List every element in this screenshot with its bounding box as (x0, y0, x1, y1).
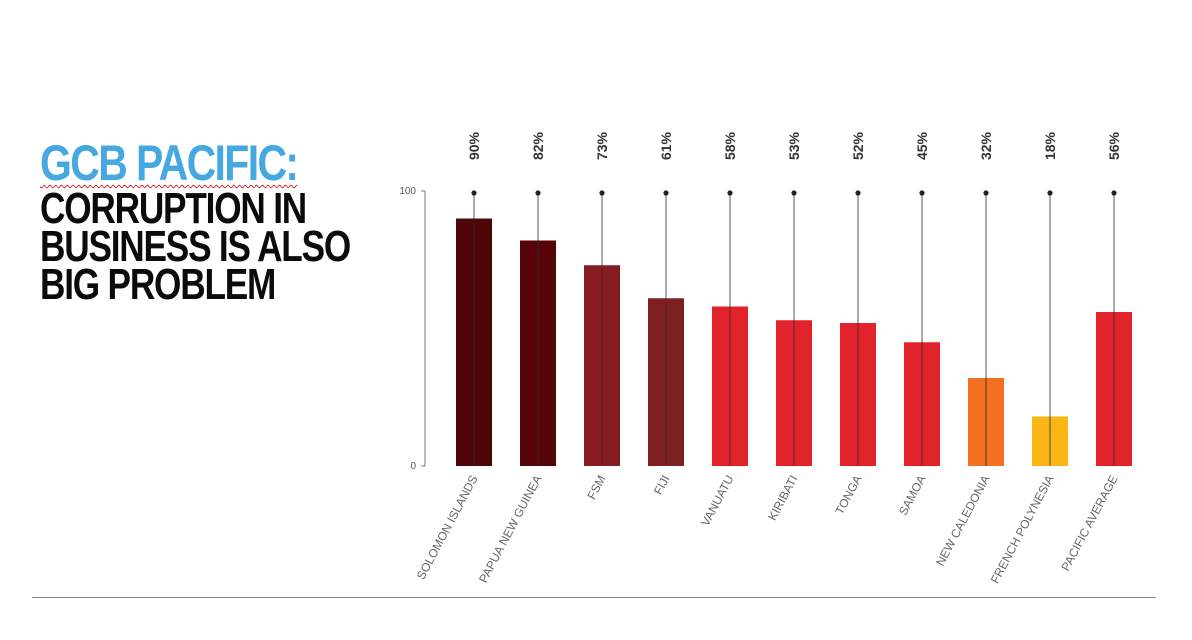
bar-marker-dot (855, 190, 861, 196)
data-label: 58% (722, 131, 738, 160)
x-axis-category-label: FIJI (651, 473, 673, 497)
title-gcb-pacific: GCB PACIFIC: (40, 135, 299, 191)
data-label: 56% (1106, 131, 1122, 160)
data-label: 61% (658, 131, 674, 160)
bar-marker-dot (727, 190, 733, 196)
data-label: 32% (978, 131, 994, 160)
x-axis-category-label: SOLOMON ISLANDS (414, 473, 481, 582)
x-axis-category-label: FSM (584, 473, 608, 502)
x-axis-category-label: TONGA (832, 473, 864, 517)
bar-marker-dot (599, 190, 605, 196)
x-axis-category-label: VANUATU (698, 473, 736, 529)
bar-marker-dot (663, 190, 669, 196)
data-label: 52% (850, 131, 866, 160)
bar-marker-dot (1047, 190, 1053, 196)
data-label: 18% (1042, 131, 1058, 160)
data-label: 90% (466, 131, 482, 160)
bar-marker-dot (983, 190, 989, 196)
y-axis-tick-label: 0 (410, 461, 416, 472)
slide-title: GCB PACIFIC: CORRUPTION IN BUSINESS IS A… (40, 133, 380, 307)
data-label: 82% (530, 131, 546, 160)
x-axis-category-label: PACIFIC AVERAGE (1058, 473, 1120, 573)
data-label: 53% (786, 131, 802, 160)
x-axis-category-label: KIRIBATI (765, 473, 800, 523)
bar-marker-dot (535, 190, 541, 196)
x-axis-category-label: NEW CALEDONIA (933, 473, 993, 568)
x-axis-category-label: FRENCH POLYNESIA (988, 473, 1057, 586)
bar-marker-dot (919, 190, 925, 196)
bar-marker-dot (1111, 190, 1117, 196)
bar-marker-dot (791, 190, 797, 196)
bar-marker-dot (471, 190, 477, 196)
y-axis-tick-label: 100 (399, 186, 416, 197)
x-axis-category-label: PAPUA NEW GUINEA (476, 473, 545, 585)
title-line-2: CORRUPTION IN (40, 184, 307, 233)
title-heading: GCB PACIFIC: (40, 133, 319, 193)
x-axis-category-label: SAMOA (896, 473, 929, 518)
footer-divider (32, 597, 1156, 598)
title-line-4: BIG PROBLEM (40, 260, 276, 309)
title-line-3: BUSINESS IS ALSO (40, 222, 351, 271)
data-label: 73% (594, 131, 610, 160)
data-label: 45% (914, 131, 930, 160)
